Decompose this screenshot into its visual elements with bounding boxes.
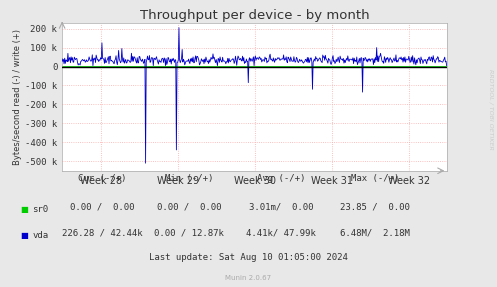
Text: 6.48M/  2.18M: 6.48M/ 2.18M <box>340 228 410 237</box>
Text: 3.01m/  0.00: 3.01m/ 0.00 <box>248 203 313 212</box>
Text: sr0: sr0 <box>32 205 48 214</box>
Text: 0.00 /  0.00: 0.00 / 0.00 <box>157 203 221 212</box>
Text: 23.85 /  0.00: 23.85 / 0.00 <box>340 203 410 212</box>
Text: Munin 2.0.67: Munin 2.0.67 <box>226 275 271 281</box>
Text: ■: ■ <box>20 205 28 214</box>
Text: vda: vda <box>32 231 48 240</box>
Text: 226.28 / 42.44k: 226.28 / 42.44k <box>62 228 142 237</box>
Text: 0.00 /  0.00: 0.00 / 0.00 <box>70 203 134 212</box>
Text: Max (-/+): Max (-/+) <box>351 174 400 183</box>
Text: Last update: Sat Aug 10 01:05:00 2024: Last update: Sat Aug 10 01:05:00 2024 <box>149 253 348 262</box>
Text: ■: ■ <box>20 231 28 240</box>
Text: RRDTOOL / TOBI OETIKER: RRDTOOL / TOBI OETIKER <box>489 69 494 150</box>
Text: 4.41k/ 47.99k: 4.41k/ 47.99k <box>246 228 316 237</box>
Text: Cur (-/+): Cur (-/+) <box>78 174 126 183</box>
Y-axis label: Bytes/second read (-) / write (+): Bytes/second read (-) / write (+) <box>13 29 22 165</box>
Text: Min (-/+): Min (-/+) <box>165 174 213 183</box>
Title: Throughput per device - by month: Throughput per device - by month <box>140 9 370 22</box>
Text: 0.00 / 12.87k: 0.00 / 12.87k <box>154 228 224 237</box>
Text: Avg (-/+): Avg (-/+) <box>256 174 305 183</box>
